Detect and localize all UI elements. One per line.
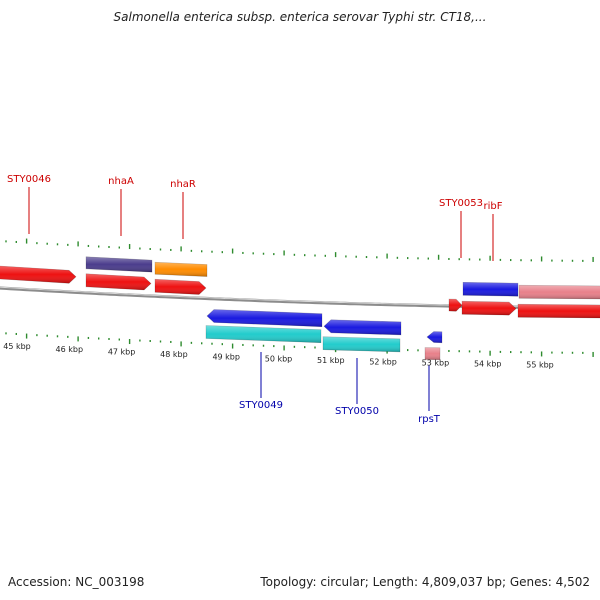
gene-label-STY0046[interactable]: STY0046 [7,174,51,185]
kbp-scale: 45 kbp 46 kbp 47 kbp 48 kbp 49 kbp 50 kbp 51 k… [3,342,554,369]
gene-label-nhaR[interactable]: nhaR [170,179,196,190]
gene-rpsT-feature[interactable] [426,331,443,344]
gene-ribF-cds[interactable] [517,303,600,319]
forward-tick-track [5,238,594,262]
kbp-label: 51 kbp [317,356,345,365]
kbp-label: 48 kbp [160,350,188,359]
gene-nhaA-feature[interactable] [85,256,153,273]
gene-label-ribF[interactable]: ribF [484,201,503,212]
summary-text: Topology: circular; Length: 4,809,037 bp… [260,575,590,589]
kbp-label: 54 kbp [474,360,502,369]
gene-ribF-feature[interactable] [518,284,600,300]
gene-STY0053-cds[interactable] [461,300,517,316]
kbp-label: 52 kbp [369,358,397,367]
gene-nhaR-feature[interactable] [154,261,208,277]
kbp-label: 50 kbp [265,354,293,363]
kbp-label: 55 kbp [526,360,554,369]
gene-STY0049-cds[interactable] [205,325,322,344]
gene-STY0053-feature[interactable] [462,281,519,297]
kbp-label: 46 kbp [56,345,84,354]
gene-STY0046-feature[interactable] [0,265,77,284]
gene-label-rpsT[interactable]: rpsT [418,414,441,425]
gene-label-STY0049[interactable]: STY0049 [239,400,283,411]
gene-label-STY0053[interactable]: STY0053 [439,198,483,209]
map-title: Salmonella enterica subsp. enterica sero… [113,10,487,24]
feature-track [0,256,600,361]
gene-STY0053-small-feature[interactable] [448,298,463,312]
kbp-label: 45 kbp [3,342,31,351]
kbp-label: 49 kbp [212,352,240,361]
gene-callouts: STY0046 nhaA nhaR STY0049 STY0050 rpsT STY0053… [7,174,503,425]
gene-label-nhaA[interactable]: nhaA [108,176,134,187]
gene-STY0050-cds[interactable] [322,336,401,353]
gene-nhaA-cds[interactable] [85,273,152,291]
accession-text: Accession: NC_003198 [8,575,145,589]
kbp-label: 47 kbp [108,348,136,357]
gene-STY0049-feature[interactable] [206,309,323,328]
gene-nhaR-cds[interactable] [154,278,207,295]
gene-rpsT-cds[interactable] [424,347,441,361]
kbp-label: 53 kbp [422,359,450,368]
gene-label-STY0050[interactable]: STY0050 [335,406,379,417]
gene-STY0050-feature[interactable] [323,319,402,336]
